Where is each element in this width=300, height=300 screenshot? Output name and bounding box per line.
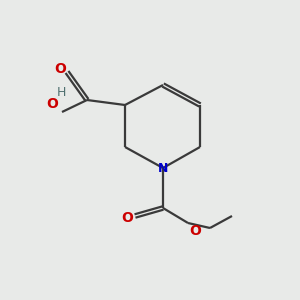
Text: H: H: [56, 85, 66, 98]
Text: O: O: [46, 97, 58, 111]
Text: O: O: [189, 224, 201, 238]
Text: O: O: [121, 211, 133, 225]
Text: N: N: [158, 161, 168, 175]
Text: O: O: [54, 62, 66, 76]
